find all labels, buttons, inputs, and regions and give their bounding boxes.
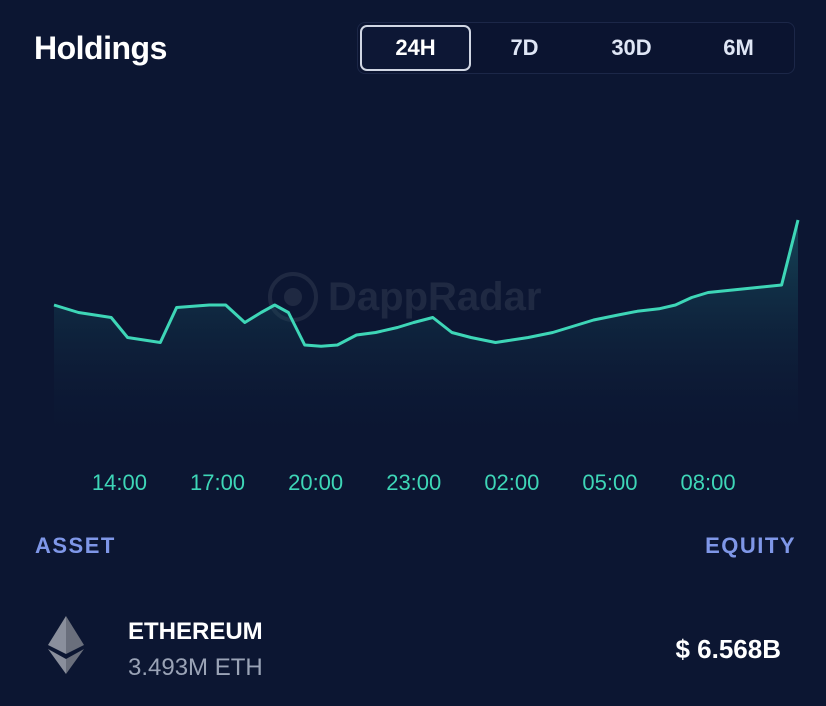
ethereum-icon xyxy=(48,616,84,674)
asset-name: ETHEREUM xyxy=(128,618,263,645)
column-header-equity: EQUITY xyxy=(705,533,796,558)
asset-amount: 3.493M ETH xyxy=(128,654,263,681)
x-tick-label: 08:00 xyxy=(681,470,736,495)
x-tick-label: 02:00 xyxy=(484,470,539,495)
tab-6m[interactable]: 6M xyxy=(723,35,754,60)
time-range-selector: 24H 7D 30D 6M xyxy=(357,22,795,74)
asset-row[interactable]: ETHEREUM 3.493M ETH $ 6.568B xyxy=(0,600,826,700)
chart-area-fill xyxy=(54,220,798,450)
x-tick-label: 20:00 xyxy=(288,470,343,495)
tab-7d[interactable]: 7D xyxy=(510,35,539,60)
asset-equity: $ 6.568B xyxy=(675,634,781,664)
x-tick-label: 23:00 xyxy=(386,470,441,495)
holdings-chart-svg: 14:00 17:00 20:00 23:00 02:00 05:00 08:00 xyxy=(53,219,800,495)
page-title: Holdings xyxy=(34,30,167,66)
x-tick-label: 17:00 xyxy=(190,470,245,495)
chart-line xyxy=(53,219,800,348)
watermark-text: DappRadar xyxy=(328,274,542,319)
watermark: DappRadar xyxy=(268,272,541,322)
x-tick-label: 05:00 xyxy=(582,470,637,495)
x-tick-label: 14:00 xyxy=(92,470,147,495)
tab-24h[interactable]: 24H xyxy=(360,25,471,71)
tab-30d[interactable]: 30D xyxy=(611,35,652,60)
column-header-asset: ASSET xyxy=(35,533,116,558)
holdings-chart: 14:00 17:00 20:00 23:00 02:00 05:00 08:00 xyxy=(0,180,826,510)
